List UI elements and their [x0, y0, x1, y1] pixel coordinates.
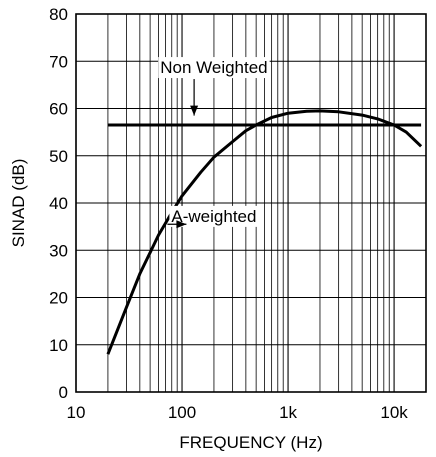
y-tick-labels: 0 10 20 30 40 50 60 70 80	[49, 5, 68, 402]
y-tick-label: 20	[49, 289, 68, 308]
y-tick-label: 70	[49, 52, 68, 71]
y-tick-label: 80	[49, 5, 68, 24]
x-tick-labels: 10 100 1k 10k	[67, 403, 409, 422]
x-axis-label: FREQUENCY (Hz)	[179, 433, 322, 452]
y-tick-label: 0	[59, 383, 68, 402]
plot-frame	[75, 13, 427, 393]
series-layer	[106, 109, 423, 355]
annotation-backdrop	[158, 57, 270, 79]
x-tick-label: 1k	[279, 403, 297, 422]
annotation-backdrop	[169, 205, 259, 227]
y-axis-label: SINAD (dB)	[9, 159, 28, 248]
annotation-arrow-head	[190, 105, 199, 116]
y-tick-label: 30	[49, 241, 68, 260]
annotation-label: Non Weighted	[160, 58, 267, 77]
series-line-a-weighted	[106, 109, 423, 355]
y-tick-label: 50	[49, 147, 68, 166]
x-tick-label: 100	[168, 403, 196, 422]
x-tick-label: 10k	[380, 403, 408, 422]
y-tick-label: 60	[49, 100, 68, 119]
annotations: Non Weighted A-weighted	[158, 57, 270, 229]
y-tick-label: 10	[49, 336, 68, 355]
x-tick-label: 10	[67, 403, 86, 422]
y-tick-label: 40	[49, 194, 68, 213]
annotation-label: A-weighted	[171, 207, 256, 226]
annotation-arrow-head	[176, 220, 187, 229]
